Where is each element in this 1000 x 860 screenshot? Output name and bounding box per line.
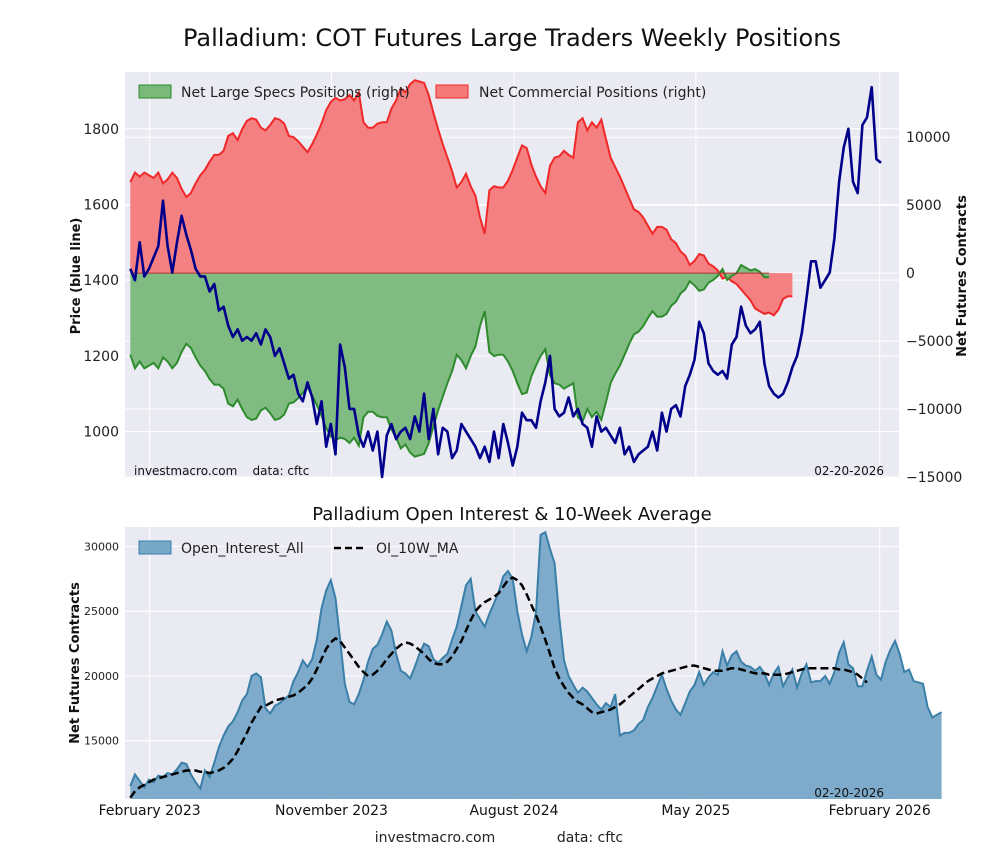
positions-panel: 1000 1200 1400 1600 1800 −15000 −10000 −5000 0 5…	[69, 72, 970, 486]
legend-label-moving-average: OI_10W_MA	[376, 541, 459, 557]
price-tick-label: 1800	[83, 122, 119, 138]
moving-average-series	[129, 576, 868, 799]
contracts-tick-label: 10000	[906, 130, 951, 146]
date-tick-label: August 2024	[469, 803, 558, 819]
date-annotation-top: 02-20-2026	[814, 464, 884, 478]
contracts-tick-label: −5000	[906, 334, 953, 350]
date-axis-ticks: February 2023 November 2023 August 2024 May…	[99, 803, 931, 819]
contracts-axis-ticks: −15000 −10000 −5000 0 5000 10000	[906, 130, 962, 486]
footer-source: data: cftc	[557, 830, 623, 846]
date-annotation-bottom: 02-20-2026	[814, 786, 884, 800]
open-interest-axis-label: Net Futures Contracts	[68, 582, 83, 744]
legend-swatch-specs	[138, 84, 172, 99]
price-axis-ticks: 1000 1200 1400 1600 1800	[83, 122, 119, 441]
legend-label-specs: Net Large Specs Positions (right)	[181, 85, 410, 101]
price-tick-label: 1000	[83, 425, 119, 441]
commercial-positions-line	[129, 79, 793, 317]
price-line	[129, 85, 882, 479]
open-interest-title: Palladium Open Interest & 10-Week Averag…	[312, 504, 711, 525]
moving-average-line	[129, 576, 868, 799]
price-line-group	[129, 85, 882, 479]
positions-areas	[129, 79, 793, 458]
open-interest-legend: Open_Interest_All OI_10W_MA	[138, 540, 459, 557]
open-interest-line	[129, 530, 943, 791]
positions-legend: Net Large Specs Positions (right) Net Co…	[138, 84, 706, 101]
contracts-tick-label: −10000	[906, 402, 962, 418]
date-tick-label: February 2026	[829, 803, 931, 819]
date-tick-label: November 2023	[275, 803, 388, 819]
contracts-tick-label: 5000	[906, 198, 942, 214]
date-tick-label: February 2023	[99, 803, 201, 819]
legend-label-open-interest: Open_Interest_All	[181, 541, 304, 557]
oi-tick-label: 15000	[84, 735, 119, 748]
oi-tick-label: 20000	[84, 670, 119, 683]
open-interest-series	[129, 530, 943, 799]
source-annotation-top: investmacro.com data: cftc	[134, 464, 309, 478]
price-tick-label: 1600	[83, 197, 119, 213]
contracts-axis-label: Net Futures Contracts	[955, 195, 970, 357]
date-tick-label: May 2025	[661, 803, 730, 819]
large-specs-positions-area	[130, 265, 770, 457]
open-interest-area	[130, 532, 942, 799]
oi-tick-label: 30000	[84, 540, 119, 553]
large-specs-positions-line	[129, 263, 770, 458]
contracts-tick-label: −15000	[906, 470, 962, 486]
commercial-positions-area	[130, 80, 793, 316]
oi-tick-label: 25000	[84, 605, 119, 618]
open-interest-axis-ticks: 15000 20000 25000 30000	[84, 540, 119, 747]
price-tick-label: 1400	[83, 273, 119, 289]
legend-label-commercial: Net Commercial Positions (right)	[479, 85, 706, 101]
open-interest-panel: 15000 20000 25000 30000 February 2023 Novemb…	[68, 527, 943, 819]
legend-swatch-commercial	[435, 84, 469, 99]
footer-site: investmacro.com	[375, 830, 495, 846]
price-tick-label: 1200	[83, 349, 119, 365]
chart-title: Palladium: COT Futures Large Traders Wee…	[183, 24, 841, 52]
contracts-tick-label: 0	[906, 266, 915, 282]
price-axis-label: Price (blue line)	[69, 218, 84, 335]
legend-swatch-open-interest	[138, 540, 172, 555]
